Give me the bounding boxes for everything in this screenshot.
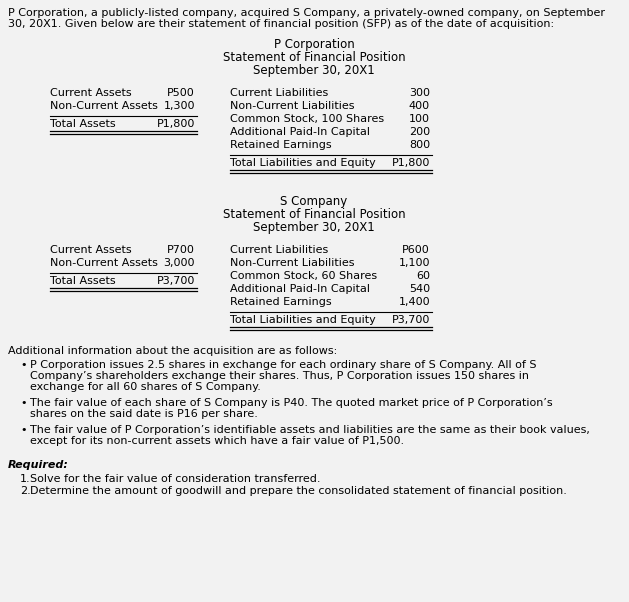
Text: 3,000: 3,000 (164, 258, 195, 268)
Text: 1,100: 1,100 (399, 258, 430, 268)
Text: except for its non-current assets which have a fair value of P1,500.: except for its non-current assets which … (30, 436, 404, 446)
Text: Total Assets: Total Assets (50, 119, 116, 129)
Text: exchange for all 60 shares of S Company.: exchange for all 60 shares of S Company. (30, 382, 261, 392)
Text: •: • (20, 398, 26, 408)
Text: Determine the amount of goodwill and prepare the consolidated statement of finan: Determine the amount of goodwill and pre… (30, 486, 567, 496)
Text: 1,400: 1,400 (398, 297, 430, 307)
Text: 200: 200 (409, 127, 430, 137)
Text: Additional Paid-In Capital: Additional Paid-In Capital (230, 127, 370, 137)
Text: Non-Current Assets: Non-Current Assets (50, 101, 158, 111)
Text: Total Liabilities and Equity: Total Liabilities and Equity (230, 158, 376, 168)
Text: Solve for the fair value of consideration transferred.: Solve for the fair value of consideratio… (30, 474, 321, 484)
Text: Current Assets: Current Assets (50, 88, 131, 98)
Text: September 30, 20X1: September 30, 20X1 (253, 64, 375, 77)
Text: 30, 20X1. Given below are their statement of financial position (SFP) as of the : 30, 20X1. Given below are their statemen… (8, 19, 554, 29)
Text: Total Liabilities and Equity: Total Liabilities and Equity (230, 315, 376, 325)
Text: The fair value of P Corporation’s identifiable assets and liabilities are the sa: The fair value of P Corporation’s identi… (30, 425, 590, 435)
Text: 400: 400 (409, 101, 430, 111)
Text: P Corporation, a publicly-listed company, acquired S Company, a privately-owned : P Corporation, a publicly-listed company… (8, 8, 605, 18)
Text: Non-Current Liabilities: Non-Current Liabilities (230, 101, 355, 111)
Text: 1,300: 1,300 (164, 101, 195, 111)
Text: 800: 800 (409, 140, 430, 150)
Text: Statement of Financial Position: Statement of Financial Position (223, 208, 405, 221)
Text: 300: 300 (409, 88, 430, 98)
Text: Current Liabilities: Current Liabilities (230, 88, 328, 98)
Text: P600: P600 (403, 245, 430, 255)
Text: Current Assets: Current Assets (50, 245, 131, 255)
Text: Additional Paid-In Capital: Additional Paid-In Capital (230, 284, 370, 294)
Text: Common Stock, 60 Shares: Common Stock, 60 Shares (230, 271, 377, 281)
Text: Total Assets: Total Assets (50, 276, 116, 286)
Text: Required:: Required: (8, 460, 69, 470)
Text: Non-Current Assets: Non-Current Assets (50, 258, 158, 268)
Text: The fair value of each share of S Company is P40. The quoted market price of P C: The fair value of each share of S Compan… (30, 398, 553, 408)
Text: S Company: S Company (281, 195, 348, 208)
Text: Current Liabilities: Current Liabilities (230, 245, 328, 255)
Text: shares on the said date is P16 per share.: shares on the said date is P16 per share… (30, 409, 258, 419)
Text: P3,700: P3,700 (157, 276, 195, 286)
Text: Non-Current Liabilities: Non-Current Liabilities (230, 258, 355, 268)
Text: Additional information about the acquisition are as follows:: Additional information about the acquisi… (8, 346, 337, 356)
Text: P Corporation: P Corporation (274, 38, 354, 51)
Text: Retained Earnings: Retained Earnings (230, 297, 331, 307)
Text: P Corporation issues 2.5 shares in exchange for each ordinary share of S Company: P Corporation issues 2.5 shares in excha… (30, 360, 537, 370)
Text: P700: P700 (167, 245, 195, 255)
Text: Retained Earnings: Retained Earnings (230, 140, 331, 150)
Text: P3,700: P3,700 (392, 315, 430, 325)
Text: •: • (20, 425, 26, 435)
Text: 540: 540 (409, 284, 430, 294)
Text: September 30, 20X1: September 30, 20X1 (253, 221, 375, 234)
Text: P500: P500 (167, 88, 195, 98)
Text: Statement of Financial Position: Statement of Financial Position (223, 51, 405, 64)
Text: P1,800: P1,800 (392, 158, 430, 168)
Text: 60: 60 (416, 271, 430, 281)
Text: Company’s shareholders exchange their shares. Thus, P Corporation issues 150 sha: Company’s shareholders exchange their sh… (30, 371, 529, 381)
Text: Common Stock, 100 Shares: Common Stock, 100 Shares (230, 114, 384, 124)
Text: •: • (20, 360, 26, 370)
Text: 100: 100 (409, 114, 430, 124)
Text: 2.: 2. (20, 486, 31, 496)
Text: 1.: 1. (20, 474, 31, 484)
Text: P1,800: P1,800 (157, 119, 195, 129)
